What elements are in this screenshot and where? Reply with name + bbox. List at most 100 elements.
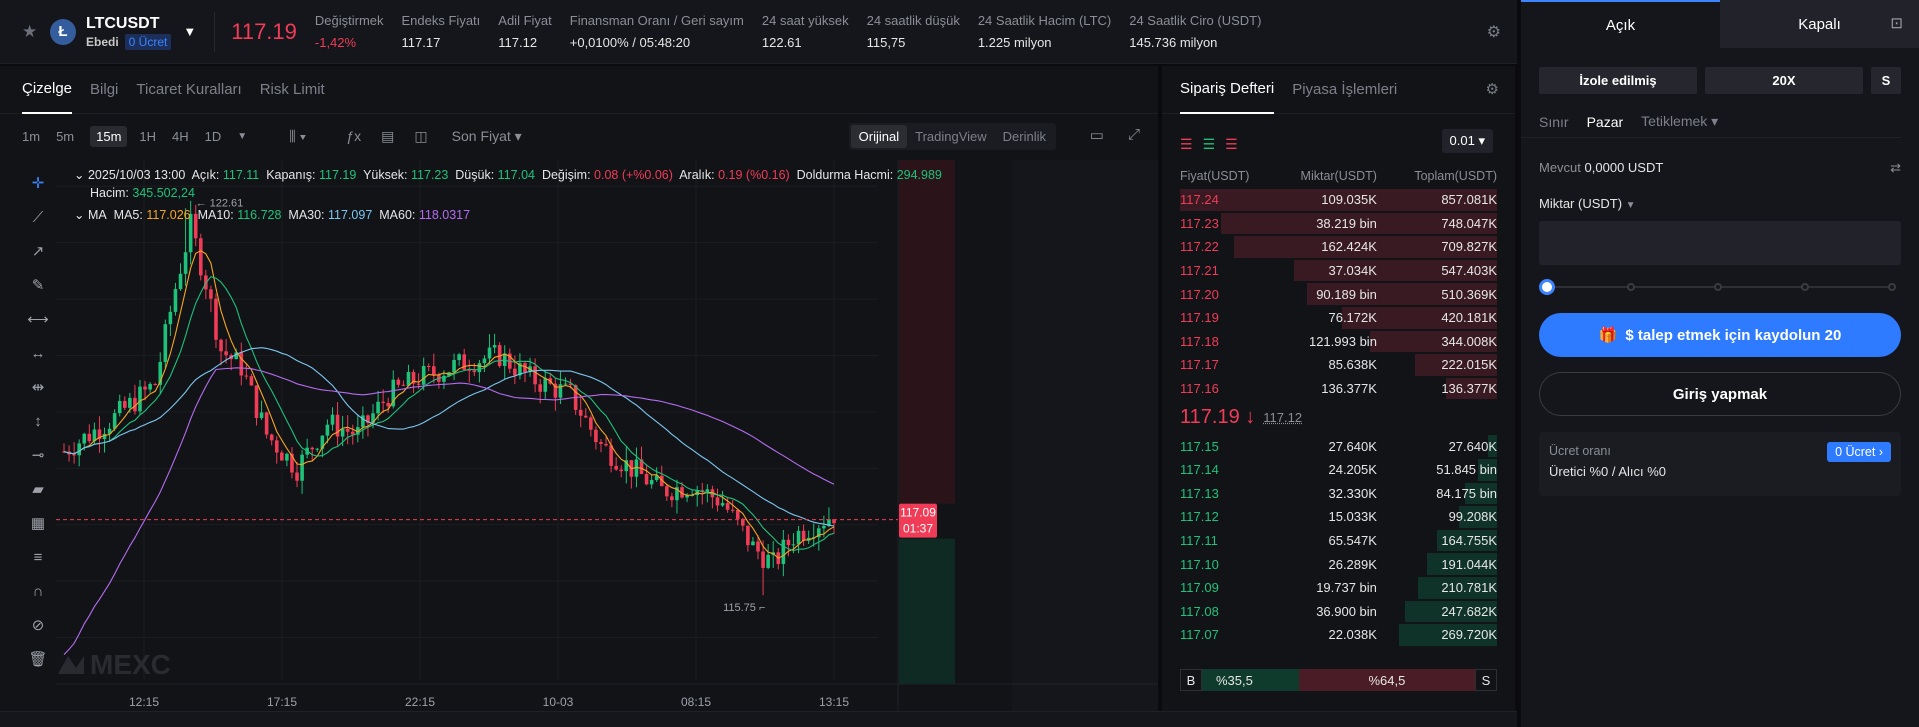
indicator-fx-icon[interactable]: ƒx [346,128,362,144]
collapse-chevron-icon[interactable]: ⌄ [74,168,85,182]
timeframe-1m[interactable]: 1m [22,128,41,144]
view-mode-1[interactable]: TradingView [915,129,987,144]
symbol-name[interactable]: LTCUSDT [86,14,160,32]
ask-row[interactable]: 117.18 121.993 bin 344.008K [1162,330,1515,354]
trash-icon[interactable]: 🗑 [28,651,48,668]
candle-body [594,429,598,443]
hide-eye-icon[interactable]: ⊘ [31,617,45,634]
tab-market[interactable]: Pazar [1586,113,1624,130]
orderbook-tab-0[interactable]: Sipariş Defteri [1180,66,1275,114]
symbol-dropdown-icon[interactable]: ▼ [183,24,197,39]
transfer-icon[interactable]: ⇄ [1890,160,1901,175]
horizontal-line-icon[interactable]: ⟷ [27,311,49,328]
bid-row[interactable]: 117.11 65.547K 164.755K [1162,529,1515,553]
timeframe-more-icon[interactable]: ▼ [237,130,248,142]
bid-row[interactable]: 117.13 32.330K 84.175 bin [1162,482,1515,506]
register-button[interactable]: 🎁 $ talep etmek için kaydolun 20 [1539,313,1901,357]
timeframe-4H[interactable]: 4H [172,128,189,144]
camera-icon[interactable]: ◫ [414,127,428,144]
channel-icon[interactable]: ▰ [32,481,44,498]
candle-body [330,414,335,425]
bid-row[interactable]: 117.10 26.289K 191.044K [1162,552,1515,576]
text-lines-icon[interactable]: ≡ [33,548,43,566]
bid-row[interactable]: 117.08 36.900 bin 247.682K [1162,600,1515,624]
price-type-select[interactable]: Son Fiyat ▾ [451,127,522,144]
candlestick-chart[interactable]: 12312212112011911811711611512:1517:1522:… [56,160,1158,711]
amount-slider[interactable] [1539,279,1897,295]
chart-tab-3[interactable]: Risk Limit [259,80,325,98]
fib-icon[interactable]: ▦ [30,515,46,532]
ask-row[interactable]: 117.21 37.034K 547.403K [1162,259,1515,283]
orderbook-settings-icon[interactable]: ⚙ [1485,81,1499,98]
bid-row[interactable]: 117.15 27.640K 27.640K [1162,434,1515,458]
symbol-block[interactable]: LTCUSDT Ebedi 0 Ücret [86,14,172,50]
orderbook-panel: Sipariş Defteri Piyasa İşlemleri ⚙ ☰ ☰ ☰ 0… [1162,66,1515,711]
slider-step-25[interactable] [1627,283,1636,291]
ask-row[interactable]: 117.20 90.189 bin 510.369K [1162,282,1515,306]
chart-tab-0[interactable]: Çizelge [22,66,73,114]
bid-row[interactable]: 117.14 24.205K 51.845 bin [1162,458,1515,482]
book-bids-icon[interactable]: ☰ [1202,135,1216,152]
login-button[interactable]: Giriş yapmak [1539,372,1901,416]
bid-qty: 36.900 bin [1316,603,1377,619]
book-asks-icon[interactable]: ☰ [1225,135,1238,152]
tab-trigger[interactable]: Tetiklemek ▾ [1641,113,1719,129]
mid-price: 117.19 ↓ [1180,405,1256,428]
ask-row[interactable]: 117.23 38.219 bin 748.047K [1162,212,1515,236]
slider-step-75[interactable] [1801,283,1810,291]
last-price: 117.19 [231,18,297,44]
candle-body [786,539,791,546]
view-mode-0[interactable]: Orijinal [850,125,908,148]
timeframe-1D[interactable]: 1D [204,128,222,144]
close-tab[interactable]: Kapalı [1720,0,1919,48]
ask-row[interactable]: 117.17 85.638K 222.015K [1162,353,1515,377]
timeframe-1H[interactable]: 1H [139,128,157,144]
slider-step-50[interactable] [1714,283,1723,291]
timeframe-15m[interactable]: 15m [90,125,128,147]
tab-limit[interactable]: Sınır [1539,113,1569,130]
margin-mode-button[interactable]: İzole edilmiş [1539,67,1697,94]
horizontal-ray-icon[interactable]: ↔ [30,344,46,362]
fullscreen-icon[interactable]: ⤢ [1127,126,1140,143]
pen-icon[interactable]: ✎ [31,277,45,294]
ask-row[interactable]: 117.16 136.377K 136.377K [1162,377,1515,401]
quantity-label[interactable]: Miktar (USDT) ▼ [1521,196,1919,211]
trend-line-icon[interactable]: ⟋ [32,208,44,226]
quantity-unit-dropdown-icon[interactable]: ▼ [1625,200,1636,211]
x-tick-label: 10-03 [543,695,574,709]
book-both-icon[interactable]: ☰ [1180,135,1193,152]
mid-price-row: 117.19 ↓ 117.12 [1162,400,1515,434]
tick-step-select[interactable]: 0.01 ▾ [1441,129,1493,153]
price-line-icon[interactable]: ⊸ [31,447,45,464]
ask-row[interactable]: 117.19 76.172K 420.181K [1162,306,1515,330]
calculator-icon[interactable]: ⊡ [1890,15,1903,32]
orderbook-tab-1[interactable]: Piyasa İşlemleri [1292,80,1398,98]
timeframe-5m[interactable]: 5m [56,128,75,144]
magnet-icon[interactable]: ∩ [32,582,44,600]
bid-row[interactable]: 117.09 19.737 bin 210.781K [1162,576,1515,600]
slider-knob[interactable] [1539,279,1555,295]
chart-tab-2[interactable]: Ticaret Kuralları [136,80,242,98]
vertical-line-icon[interactable]: ↕ [34,412,42,430]
quantity-input[interactable] [1539,221,1901,265]
zero-fee-badge[interactable]: 0 Ücret › [1827,442,1891,462]
panel-layout-icon[interactable]: ▭ [1089,127,1104,144]
leverage-button[interactable]: 20X [1705,67,1863,94]
crosshair-icon[interactable]: ✛ [31,175,45,192]
favorite-star-icon[interactable]: ★ [22,21,38,41]
ask-row[interactable]: 117.22 162.424K 709.827K [1162,235,1515,259]
slider-step-100[interactable] [1888,283,1897,291]
collapse-chevron-icon[interactable]: ⌄ [74,208,85,222]
settings-sliders-icon[interactable]: ⚙ [1486,24,1501,41]
ray-line-icon[interactable]: ↗ [31,243,45,260]
ask-row[interactable]: 117.24 109.035K 857.081K [1162,188,1515,212]
view-mode-2[interactable]: Derinlik [1002,129,1046,144]
layout-template-icon[interactable]: ▤ [381,127,395,144]
bid-row[interactable]: 117.07 22.038K 269.720K [1162,623,1515,647]
open-tab[interactable]: Açık [1521,0,1720,48]
bid-row[interactable]: 117.12 15.033K 99.208K [1162,505,1515,529]
chart-tab-1[interactable]: Bilgi [90,80,119,98]
s-mode-button[interactable]: S [1871,67,1901,94]
parallel-line-icon[interactable]: ⇹ [31,379,45,396]
candle-type-icon[interactable]: ⫼ ▾ [289,127,307,144]
